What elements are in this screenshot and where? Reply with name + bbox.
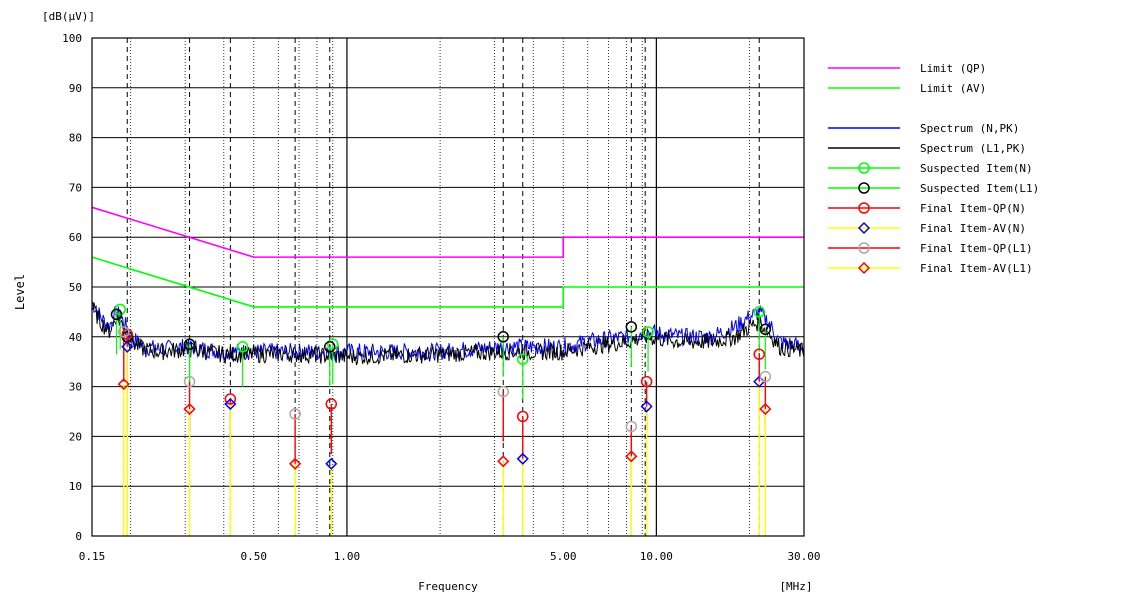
final-item-qp-marker [497,385,509,398]
limit-lines [91,206,804,308]
x-tick-label: 0.15 [79,550,106,563]
legend-label: Final Item-AV(L1) [920,262,1033,275]
suspected-item-marker [324,341,336,353]
final-item-av-marker [117,378,130,391]
final-item-av-marker [625,450,638,463]
spectrum-traces [91,301,805,366]
suspected-item-marker [110,308,123,321]
x-tick-label: 10.00 [640,550,673,563]
axis-ticks: 0 10 20 30 40 50 60 70 80 90 100 0.15 0.50 1.00 5.00 10… [62,32,820,563]
y-tick-label: 30 [69,381,82,394]
final-item-av-marker [497,455,510,468]
final-item-av-marker [640,400,653,413]
y-tick-label: 80 [69,132,82,145]
x-tick-label: 30.00 [787,550,820,563]
limit-line [91,256,804,308]
final-item-av-marker [289,457,302,470]
final-item-av-marker [759,402,772,416]
y-tick-label: 50 [69,281,82,294]
final-item-qp-marker [625,420,638,433]
final-item-qp-marker [289,408,301,420]
x-tick-label: 1.00 [334,550,361,563]
y-tick-label: 70 [69,181,82,194]
legend-label: Suspected Item(N) [920,162,1033,175]
legend-label: Spectrum (N,PK) [920,122,1019,135]
y-tick-label: 60 [69,231,82,244]
y-unit-label: [dB(μV)] [42,10,95,23]
spectrum-trace [91,301,805,362]
legend-marker [858,162,870,174]
suspected-item-marker [642,326,654,338]
legend-label: Limit (QP) [920,62,986,75]
final-item-qp-marker [517,410,529,423]
spectrum-trace [91,302,805,366]
y-tick-label: 40 [69,331,82,344]
final-item-qp-marker [325,398,338,410]
final-item-av-marker [516,452,529,465]
x-tick-label: 5.00 [550,550,577,563]
legend-label: Limit (AV) [920,82,986,95]
legend: Limit (QP) Limit (AV) Spectrum (N,PK) Spect… [828,62,1039,275]
y-tick-label: 100 [62,32,82,45]
legend-marker [858,202,870,214]
suspected-item-marker [517,353,529,365]
suspected-item-marker [236,341,249,353]
legend-marker [858,182,870,194]
suspected-item-marker [753,306,765,318]
final-item-qp-marker [118,326,130,338]
legend-marker [857,261,871,275]
y-tick-label: 10 [69,480,82,493]
legend-label: Final Item-QP(N) [920,202,1026,215]
suspected-item-marker [183,338,196,351]
final-item-qp-marker [183,375,196,388]
y-tick-label: 0 [75,530,82,543]
plot-frame [91,37,805,537]
legend-label: Suspected Item(L1) [920,182,1039,195]
suspected-item-marker [759,323,772,336]
y-tick-label: 90 [69,82,82,95]
legend-label: Final Item-AV(N) [920,222,1026,235]
suspected-item-marker [327,338,339,351]
final-item-av-marker [183,402,196,416]
item-markers [110,303,772,470]
legend-marker [857,221,871,235]
legend-label: Final Item-QP(L1) [920,242,1033,255]
x-unit-label: [MHz] [779,580,812,593]
suspected-item-marker [625,321,638,333]
legend-marker [858,242,870,254]
final-item-qp-marker [759,370,772,383]
final-item-av-marker [121,340,134,353]
x-tick-label: 0.50 [241,550,268,563]
legend-label: Spectrum (L1,PK) [920,142,1026,155]
final-item-qp-marker [224,393,237,405]
y-axis-label: Level [13,274,27,310]
suspected-item-marker [497,331,509,343]
final-item-qp-marker [753,348,765,360]
x-axis-label: Frequency [418,580,478,593]
final-item-av-marker [224,397,237,411]
final-item-qp-marker [640,375,653,388]
limit-line [91,206,804,258]
y-tick-label: 20 [69,430,82,443]
final-item-av-marker [325,457,338,470]
